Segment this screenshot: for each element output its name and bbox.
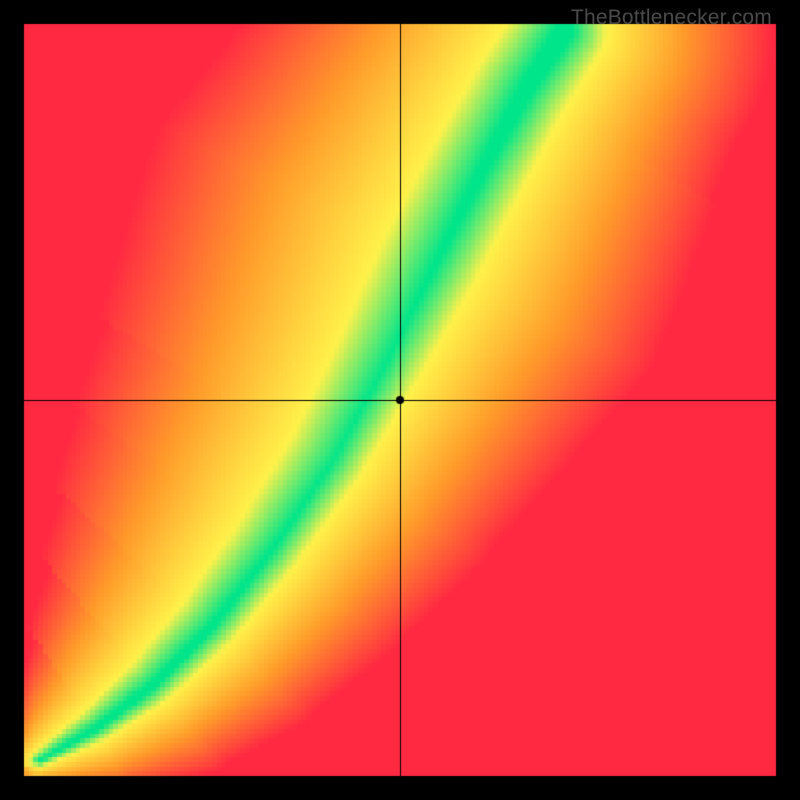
chart-container: TheBottlenecker.com [0, 0, 800, 800]
bottleneck-heatmap-canvas [0, 0, 800, 800]
watermark-text: TheBottlenecker.com [571, 6, 772, 30]
